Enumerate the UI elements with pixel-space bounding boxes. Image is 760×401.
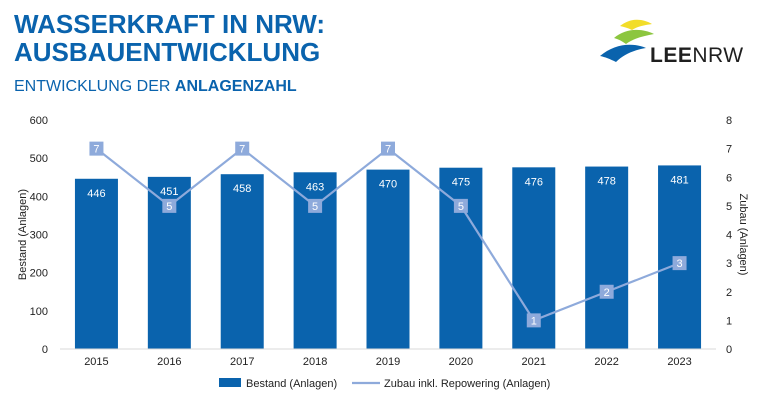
bar bbox=[74, 178, 118, 349]
bar-data-label: 451 bbox=[160, 186, 178, 198]
y-tick-label: 200 bbox=[30, 268, 48, 280]
y-tick-label: 100 bbox=[30, 306, 48, 318]
line-data-label: 5 bbox=[312, 201, 318, 213]
y2-tick-label: 5 bbox=[726, 201, 732, 213]
line-point bbox=[526, 313, 541, 328]
chart-subtitle: ENTWICKLUNG DER ANLAGENZAHL bbox=[14, 78, 297, 96]
x-tick-label: 2020 bbox=[449, 356, 473, 368]
logo-text-regular: NRW bbox=[692, 44, 744, 67]
y2-tick-label: 4 bbox=[726, 230, 732, 242]
chart-title: WASSERKRAFT IN NRW: AUSBAUENTWICKLUNG bbox=[14, 10, 325, 66]
line-point bbox=[162, 198, 177, 213]
x-tick-label: 2015 bbox=[84, 356, 108, 368]
logo-text: LEENRW bbox=[650, 44, 744, 68]
bar bbox=[366, 169, 410, 349]
logo-stripe-yellow bbox=[620, 19, 652, 30]
y-tick-label: 400 bbox=[30, 191, 48, 203]
line-point bbox=[672, 256, 687, 271]
bar bbox=[220, 174, 264, 349]
line-data-label: 2 bbox=[604, 287, 610, 299]
y-axis-label: Bestand (Anlagen) bbox=[17, 189, 29, 280]
y2-tick-label: 6 bbox=[726, 172, 732, 184]
y2-tick-label: 0 bbox=[726, 344, 732, 356]
bar bbox=[293, 172, 337, 349]
y-tick-label: 600 bbox=[30, 115, 48, 127]
x-tick-label: 2019 bbox=[376, 356, 400, 368]
logo-text-bold: LEE bbox=[650, 44, 693, 67]
line-point bbox=[235, 141, 250, 156]
y2-tick-label: 3 bbox=[726, 258, 732, 270]
y2-tick-label: 2 bbox=[726, 287, 732, 299]
bar-data-label: 476 bbox=[525, 176, 543, 188]
subtitle-regular: ENTWICKLUNG DER bbox=[14, 78, 175, 95]
x-tick-label: 2016 bbox=[157, 356, 181, 368]
subtitle-bold: ANLAGENZAHL bbox=[174, 78, 297, 95]
bar-data-label: 446 bbox=[87, 188, 105, 200]
y2-tick-label: 8 bbox=[726, 115, 732, 127]
x-tick-label: 2022 bbox=[594, 356, 618, 368]
line-data-label: 1 bbox=[531, 315, 537, 327]
bar-data-label: 475 bbox=[452, 177, 470, 189]
line-point bbox=[453, 198, 468, 213]
bar-data-label: 478 bbox=[597, 176, 615, 188]
line-point bbox=[308, 198, 323, 213]
y2-tick-label: 1 bbox=[726, 315, 732, 327]
x-tick-label: 2023 bbox=[667, 356, 691, 368]
lee-nrw-logo-icon bbox=[600, 19, 654, 62]
line-data-label: 5 bbox=[166, 201, 172, 213]
x-tick-label: 2017 bbox=[230, 356, 254, 368]
y-tick-label: 300 bbox=[30, 230, 48, 242]
line-data-label: 7 bbox=[93, 144, 99, 156]
legend-label-bar: Bestand (Anlagen) bbox=[246, 378, 337, 390]
y2-axis-label: Zubau (Anlagen) bbox=[737, 194, 749, 276]
line-data-label: 7 bbox=[385, 144, 391, 156]
x-tick-label: 2021 bbox=[522, 356, 546, 368]
bar-data-label: 463 bbox=[306, 181, 324, 193]
legend-label-line: Zubau inkl. Repowering (Anlagen) bbox=[384, 378, 550, 390]
line-data-label: 5 bbox=[458, 201, 464, 213]
y2-tick-label: 7 bbox=[726, 144, 732, 156]
bar-data-label: 458 bbox=[233, 183, 251, 195]
line-data-label: 7 bbox=[239, 144, 245, 156]
line-point bbox=[89, 141, 104, 156]
bar-data-label: 481 bbox=[670, 174, 688, 186]
bar bbox=[439, 167, 483, 349]
line-data-label: 3 bbox=[676, 258, 682, 270]
legend-swatch-bar bbox=[219, 378, 241, 387]
logo-stripe-blue bbox=[600, 44, 646, 62]
y-tick-label: 500 bbox=[30, 153, 48, 165]
logo-stripe-green bbox=[614, 29, 654, 44]
line-point bbox=[381, 141, 395, 156]
x-tick-label: 2018 bbox=[303, 356, 327, 368]
title-line-2: AUSBAUENTWICKLUNG bbox=[14, 37, 321, 67]
y-tick-label: 0 bbox=[42, 344, 48, 356]
line-point bbox=[599, 284, 614, 299]
title-line-1: WASSERKRAFT IN NRW: bbox=[14, 9, 326, 39]
bar bbox=[585, 166, 629, 349]
bar-data-label: 470 bbox=[379, 179, 397, 191]
